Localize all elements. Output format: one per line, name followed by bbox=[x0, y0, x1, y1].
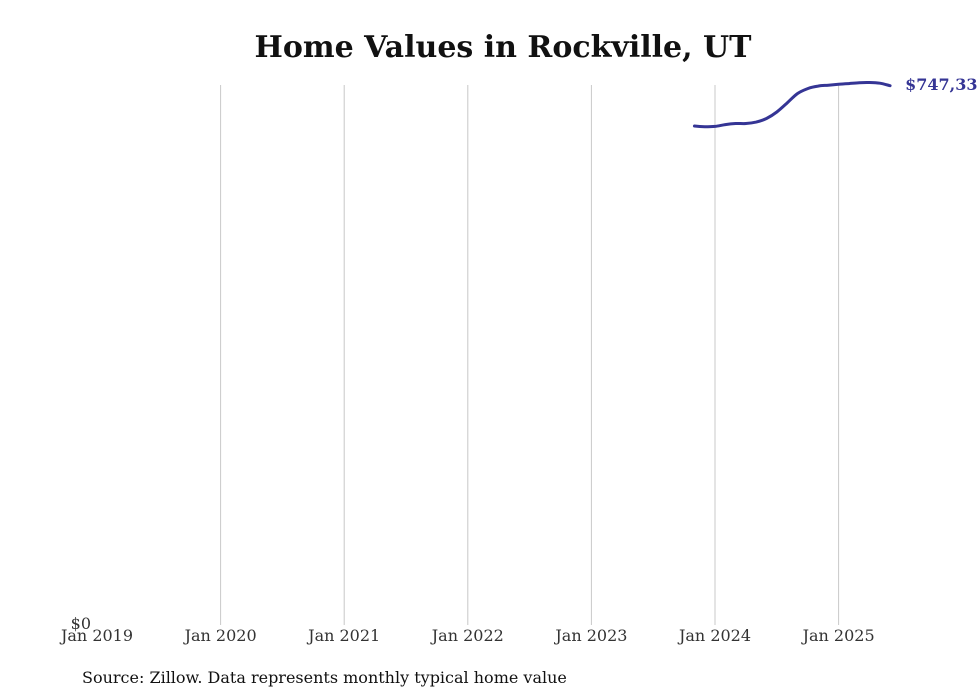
x-axis-ticks: Jan 2019 Jan 2020 Jan 2021 Jan 2022 Jan 2023… bbox=[59, 626, 875, 645]
x-tick-label: Jan 2023 bbox=[553, 626, 627, 645]
x-tick-label: Jan 2022 bbox=[430, 626, 504, 645]
x-tick-label: Jan 2025 bbox=[801, 626, 875, 645]
end-labels: $747,33 bbox=[905, 75, 977, 94]
source-note: Source: Zillow. Data represents monthly … bbox=[82, 668, 567, 687]
end-value-label: $747,33 bbox=[905, 75, 977, 94]
y-tick-label: $0 bbox=[71, 614, 91, 633]
series-line bbox=[692, 80, 892, 129]
series-lines bbox=[692, 80, 892, 129]
gridlines bbox=[220, 85, 840, 625]
x-tick-label: Jan 2020 bbox=[183, 626, 257, 645]
x-tick-label: Jan 2019 bbox=[59, 626, 133, 645]
x-tick-label: Jan 2024 bbox=[677, 626, 751, 645]
x-tick-label: Jan 2021 bbox=[306, 626, 380, 645]
chart-title: Home Values in Rockville, UT bbox=[254, 30, 752, 65]
y-axis-ticks: $0 bbox=[71, 614, 91, 633]
